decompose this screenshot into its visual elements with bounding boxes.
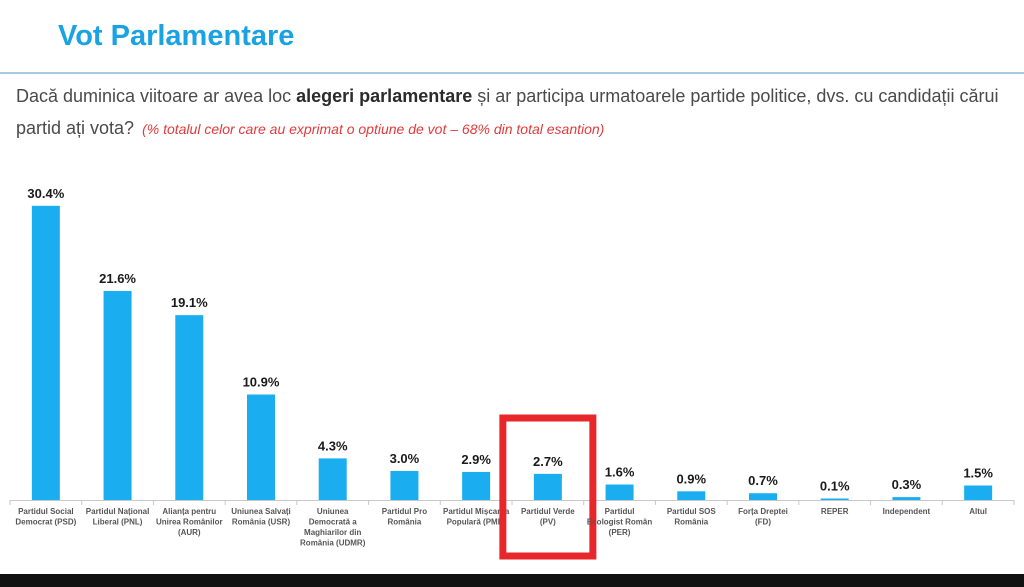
category-label: Maghiarilor din (304, 528, 361, 537)
category-label: Partidul Mișcarea (443, 507, 510, 516)
category-label: Liberal (PNL) (93, 518, 143, 527)
data-label: 1.5% (963, 465, 993, 480)
bar (462, 471, 491, 500)
bar (677, 491, 706, 500)
bar (390, 470, 419, 500)
title-divider (0, 72, 1024, 74)
category-label: Forța Dreptei (738, 507, 788, 516)
category-label: (AUR) (178, 528, 201, 537)
category-label: Ecologist Român (587, 518, 652, 527)
category-label: REPER (821, 507, 849, 516)
category-label: Altul (969, 507, 987, 516)
category-label: Alianța pentru (162, 507, 216, 516)
data-label: 30.4% (27, 186, 64, 201)
sample-note: (% totalul celor care au exprimat o opti… (142, 121, 605, 137)
question-text-end: și ar participa urmatoarele partide poli… (16, 86, 999, 138)
category-label: Partidul Verde (521, 507, 575, 516)
category-label: (FD) (755, 518, 771, 527)
category-label: Democrat (PSD) (15, 518, 76, 527)
category-label: Partidul Social (18, 507, 74, 516)
category-label: Populară (PMP) (447, 518, 506, 527)
data-label: 2.7% (533, 454, 563, 469)
data-label: 10.9% (243, 375, 280, 390)
category-label: Partidul SOS (667, 507, 717, 516)
bar (820, 498, 849, 500)
data-label: 21.6% (99, 271, 136, 286)
data-label: 0.1% (820, 479, 850, 494)
category-label: Partidul Național (86, 507, 150, 516)
bar (892, 497, 921, 500)
bar (31, 205, 60, 500)
category-label: (PER) (609, 528, 631, 537)
question-text-start: Dacă duminica viitoare ar avea loc (16, 86, 297, 106)
category-label: Uniunea (317, 507, 349, 516)
bottom-bar (0, 574, 1024, 587)
data-label: 0.3% (892, 477, 922, 492)
category-label: Partidul (605, 507, 635, 516)
bar (175, 315, 204, 500)
highlight-box (499, 414, 597, 560)
bar (318, 458, 347, 500)
category-label: România (388, 518, 422, 527)
data-label: 4.3% (318, 438, 348, 453)
bar (605, 484, 634, 500)
category-label: România (UDMR) (300, 539, 366, 548)
survey-question: Dacă duminica viitoare ar avea loc alege… (16, 80, 1006, 145)
page-title: Vot Parlamentare (58, 20, 295, 52)
data-label: 0.9% (676, 471, 706, 486)
category-label: Partidul Pro (382, 507, 427, 516)
data-label: 0.7% (748, 473, 778, 488)
bar (533, 473, 562, 500)
data-label: 19.1% (171, 295, 208, 310)
bar (247, 394, 275, 500)
category-label: România (674, 518, 708, 527)
category-label: (PV) (540, 518, 556, 527)
data-label: 1.6% (605, 465, 635, 480)
category-label: Independent (883, 507, 931, 516)
data-label: 3.0% (390, 451, 420, 466)
category-label: România (USR) (232, 518, 291, 527)
bar (749, 493, 777, 500)
category-label: Unirea Românilor (156, 518, 223, 527)
data-label: 2.9% (461, 452, 491, 467)
question-text-bold: alegeri parlamentare (296, 86, 473, 106)
category-label: Democrată a (309, 518, 358, 527)
category-label: Uniunea Salvați (231, 507, 291, 516)
bar (103, 290, 132, 500)
bar (964, 485, 993, 500)
